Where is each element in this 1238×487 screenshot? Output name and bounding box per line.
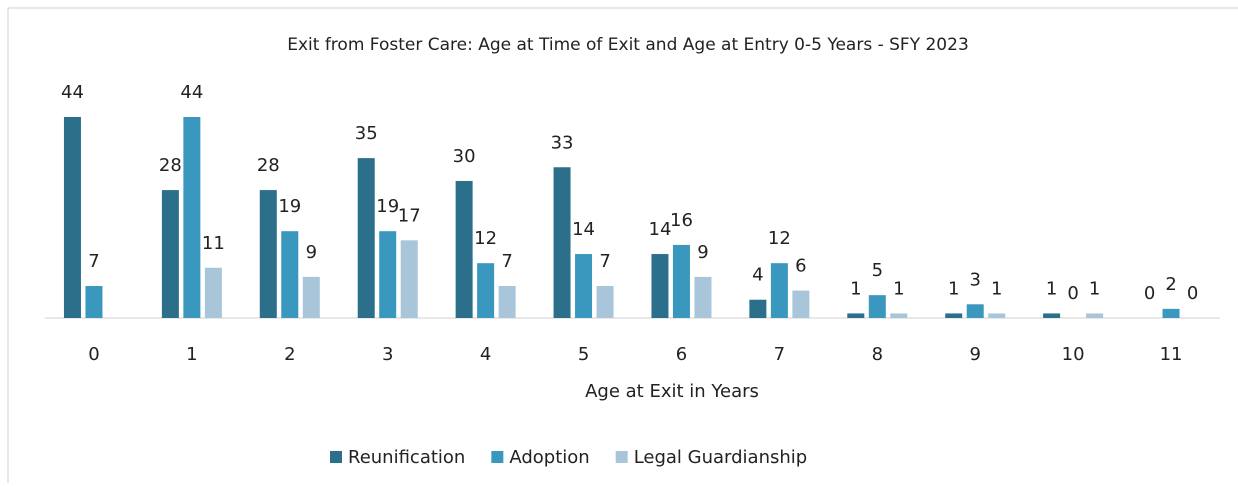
bar <box>400 240 418 318</box>
bar <box>847 313 865 318</box>
legend-label: Legal Guardianship <box>634 447 808 468</box>
bar <box>672 244 690 318</box>
data-label: 5 <box>872 260 883 281</box>
bar <box>988 313 1006 318</box>
bar <box>379 231 397 318</box>
bar <box>357 158 375 318</box>
data-label: 0 <box>1144 283 1155 304</box>
data-label: 35 <box>355 123 378 144</box>
data-label: 11 <box>202 233 225 254</box>
bar <box>477 263 495 318</box>
x-tick-label: 1 <box>186 344 197 365</box>
x-tick-label: 5 <box>578 344 589 365</box>
bar <box>792 290 810 318</box>
data-label: 19 <box>376 196 399 217</box>
bar <box>651 254 669 318</box>
legend-label: Adoption <box>509 447 589 468</box>
data-label: 0 <box>1067 283 1078 304</box>
bar <box>85 286 103 318</box>
data-label: 6 <box>795 256 806 277</box>
x-tick-label: 3 <box>382 344 393 365</box>
data-label: 12 <box>768 228 791 249</box>
bar <box>1043 313 1061 318</box>
bar <box>455 180 473 318</box>
bar <box>1086 313 1104 318</box>
bar <box>204 267 222 318</box>
data-label: 19 <box>278 196 301 217</box>
bar <box>498 286 516 318</box>
data-label: 28 <box>257 155 280 176</box>
bar <box>183 117 201 318</box>
data-label: 1 <box>893 278 904 299</box>
data-label: 1 <box>850 278 861 299</box>
legend-swatch <box>491 451 504 463</box>
legend-swatch <box>615 451 628 463</box>
data-label: 0 <box>1187 283 1198 304</box>
data-label: 1 <box>948 278 959 299</box>
chart-frame <box>7 7 1238 487</box>
data-label: 1 <box>1046 278 1057 299</box>
legend-label: Reunification <box>348 447 465 468</box>
data-label: 3 <box>969 269 980 290</box>
chart-title: Exit from Foster Care: Age at Time of Ex… <box>287 35 969 55</box>
bar <box>890 313 908 318</box>
data-label: 7 <box>88 251 99 272</box>
bar <box>945 313 963 318</box>
bar <box>868 295 886 318</box>
bar <box>1162 308 1180 318</box>
data-label: 16 <box>670 210 693 231</box>
bar <box>302 276 320 318</box>
data-label: 33 <box>551 132 574 153</box>
x-tick-label: 9 <box>969 344 980 365</box>
bar <box>553 167 571 318</box>
data-label: 44 <box>61 82 84 103</box>
x-tick-label: 4 <box>480 344 491 365</box>
bar <box>596 286 614 318</box>
data-label: 12 <box>474 228 497 249</box>
bar <box>259 190 277 318</box>
data-label: 1 <box>991 278 1002 299</box>
data-label: 2 <box>1165 274 1176 295</box>
x-tick-label: 6 <box>676 344 687 365</box>
x-tick-label: 7 <box>774 344 785 365</box>
data-label: 7 <box>501 251 512 272</box>
data-label: 7 <box>599 251 610 272</box>
bar <box>281 231 299 318</box>
bar <box>966 304 984 318</box>
bar <box>575 254 593 318</box>
data-label: 4 <box>752 265 763 286</box>
data-label: 14 <box>572 219 595 240</box>
x-tick-label: 10 <box>1062 344 1085 365</box>
x-tick-label: 2 <box>284 344 295 365</box>
data-label: 9 <box>697 242 708 263</box>
legend-swatch <box>330 451 342 463</box>
x-tick-label: 8 <box>872 344 883 365</box>
bar <box>161 190 179 318</box>
data-label: 30 <box>453 146 476 167</box>
x-axis-title: Age at Exit in Years <box>585 381 759 402</box>
bar <box>749 299 767 318</box>
data-label: 1 <box>1089 278 1100 299</box>
data-label: 28 <box>159 155 182 176</box>
bar <box>63 117 81 318</box>
data-label: 17 <box>398 205 421 226</box>
data-label: 9 <box>306 242 317 263</box>
data-label: 14 <box>649 219 672 240</box>
x-tick-label: 11 <box>1160 344 1183 365</box>
data-label: 44 <box>180 82 203 103</box>
bar <box>770 263 788 318</box>
bar <box>694 276 712 318</box>
x-tick-label: 0 <box>88 344 99 365</box>
